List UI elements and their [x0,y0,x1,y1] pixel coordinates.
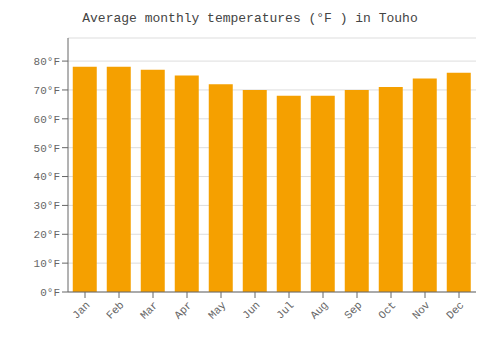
html-text:Average monthly temperatures (: Average monthly temperatures (°F ) in To… [82,11,418,26]
svg-text:Sep: Sep [342,299,364,321]
svg-text:40°F: 40°F [34,171,60,183]
svg-text:50°F: 50°F [34,143,60,155]
svg-text:Jul: Jul [274,299,296,321]
svg-text:Jun: Jun [240,299,262,321]
svg-text:Jan: Jan [70,299,92,321]
svg-text:10°F: 10°F [34,258,60,270]
svg-text:60°F: 60°F [34,114,60,126]
svg-text:Dec: Dec [444,299,466,321]
svg-text:Aug: Aug [308,299,330,321]
svg-text:70°F: 70°F [34,85,60,97]
svg-text:May: May [206,299,229,322]
svg-text:Nov: Nov [410,299,433,322]
svg-text:Feb: Feb [104,299,126,321]
svg-text:80°F: 80°F [34,56,60,68]
svg-text:0°F: 0°F [40,287,60,299]
svg-text:Apr: Apr [172,299,194,321]
svg-text:20°F: 20°F [34,229,60,241]
svg-text:30°F: 30°F [34,200,60,212]
svg-text:Mar: Mar [138,299,160,321]
svg-text:Oct: Oct [376,299,398,321]
